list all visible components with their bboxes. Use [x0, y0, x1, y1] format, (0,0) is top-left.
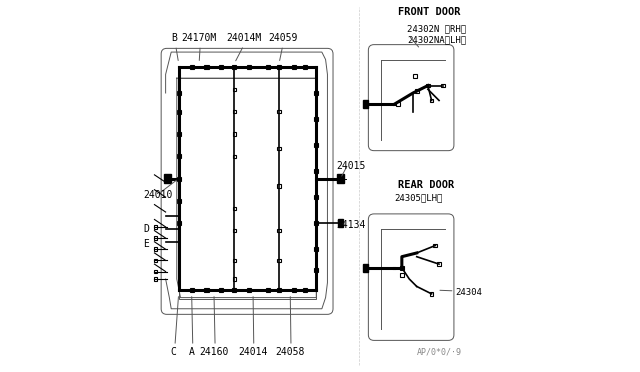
Text: AP/0*0/·9: AP/0*0/·9 [417, 347, 461, 356]
Bar [415, 89, 419, 93]
Bar [277, 259, 281, 262]
Bar [177, 199, 180, 203]
Bar [233, 110, 236, 113]
Bar [303, 288, 307, 292]
Text: 24304: 24304 [456, 288, 483, 296]
Text: B: B [171, 33, 177, 43]
Bar [266, 65, 270, 69]
Bar [233, 132, 236, 136]
Bar [220, 288, 223, 292]
Bar [277, 65, 281, 69]
Text: FRONT DOOR: FRONT DOOR [398, 7, 461, 17]
Bar [277, 110, 281, 113]
Bar [277, 185, 281, 188]
Bar [441, 84, 445, 87]
Bar [177, 91, 180, 95]
Bar [437, 262, 441, 266]
Text: 24305〈LH〉: 24305〈LH〉 [394, 194, 443, 203]
Bar [247, 65, 252, 69]
Bar [337, 174, 344, 183]
Bar [154, 236, 157, 240]
Bar [314, 117, 318, 121]
Bar [314, 268, 318, 272]
Text: E: E [143, 239, 149, 248]
Text: REAR DOOR: REAR DOOR [398, 180, 454, 190]
Bar [232, 288, 237, 292]
Bar [247, 288, 252, 292]
Bar [233, 259, 236, 262]
Bar [292, 288, 296, 292]
Bar [314, 169, 318, 173]
Bar [177, 109, 180, 114]
Bar [314, 143, 318, 147]
Text: D: D [143, 224, 149, 234]
Bar [205, 65, 209, 69]
Text: 24015: 24015 [337, 161, 366, 170]
Bar [363, 100, 368, 108]
Bar [177, 221, 180, 225]
Bar [154, 225, 157, 229]
Bar [189, 65, 194, 69]
Text: 24160: 24160 [199, 347, 228, 357]
Bar [400, 273, 404, 277]
Bar [233, 207, 236, 210]
Bar [232, 65, 237, 69]
Bar [164, 174, 171, 183]
Bar [396, 102, 400, 106]
Bar [154, 259, 157, 262]
Text: 24302N 〈RH〉: 24302N 〈RH〉 [408, 25, 467, 33]
Text: 24302NA〈LH〉: 24302NA〈LH〉 [408, 35, 467, 44]
Bar [179, 78, 316, 299]
Bar [314, 221, 318, 225]
Bar [429, 99, 433, 102]
Bar [426, 84, 429, 87]
Bar [189, 288, 194, 292]
Bar [220, 65, 223, 69]
Bar [429, 292, 433, 296]
Bar [177, 154, 180, 158]
Bar [266, 288, 270, 292]
Bar [154, 277, 157, 281]
Text: 24014: 24014 [238, 347, 268, 357]
Text: 24058: 24058 [276, 347, 305, 357]
Text: 24059: 24059 [268, 33, 298, 43]
Bar [400, 266, 404, 270]
Bar [413, 74, 417, 78]
Bar [233, 155, 236, 158]
Bar [433, 244, 437, 247]
Bar [277, 147, 281, 150]
Bar [177, 176, 180, 180]
Bar [314, 247, 318, 251]
Bar [233, 87, 236, 91]
Bar [314, 91, 318, 95]
Bar [292, 65, 296, 69]
Text: A: A [189, 347, 195, 357]
Text: 24170M: 24170M [182, 33, 217, 43]
Bar [314, 195, 318, 199]
Text: 24010: 24010 [143, 190, 173, 200]
Text: 24014M: 24014M [226, 33, 261, 43]
Bar [277, 229, 281, 232]
Bar [277, 288, 281, 292]
Bar [363, 264, 368, 272]
Bar [233, 229, 236, 232]
Bar [338, 219, 343, 227]
Bar [233, 278, 236, 281]
Bar [205, 288, 209, 292]
Bar [303, 65, 307, 69]
Bar [154, 270, 157, 273]
Bar [154, 247, 157, 251]
Bar [177, 132, 180, 136]
Text: C: C [171, 347, 177, 357]
Text: 24134: 24134 [337, 220, 366, 230]
